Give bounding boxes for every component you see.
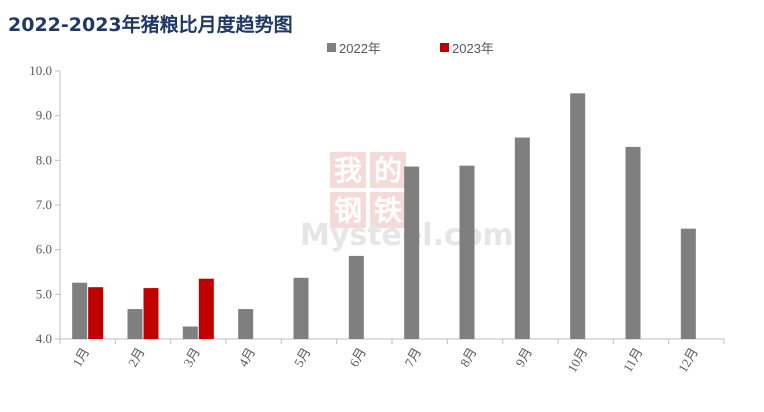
x-tick-label: 1月: [70, 345, 93, 369]
x-tick-label: 4月: [236, 345, 259, 369]
y-tick-label: 10.0: [29, 63, 52, 78]
legend-swatch: [327, 43, 336, 52]
bar-2023: [198, 278, 214, 339]
watermark-logo-char: 钢: [334, 194, 362, 227]
x-tick-label: 2月: [125, 345, 148, 369]
x-tick-label: 8月: [457, 345, 480, 369]
watermark-logo-char: 铁: [374, 194, 402, 227]
bar-2022: [625, 146, 641, 339]
x-tick-label: 10月: [564, 345, 590, 375]
legend-label: 2022年: [339, 41, 381, 56]
y-tick-label: 6.0: [36, 242, 52, 257]
y-tick-label: 5.0: [36, 286, 52, 301]
bar-2022: [72, 282, 88, 339]
watermark-logo-char: 我: [334, 154, 362, 187]
bar-2022: [459, 165, 475, 339]
chart-title: 2022-2023年猪粮比月度趋势图: [8, 14, 293, 36]
bar-2022: [348, 255, 364, 339]
bar-2022: [680, 228, 696, 339]
bar-2022: [570, 93, 586, 339]
x-tick-label: 7月: [402, 345, 425, 369]
watermark: 我的钢铁Mysteel.com: [300, 152, 514, 253]
bar-2022: [238, 309, 254, 339]
bar-2022: [293, 277, 309, 339]
y-tick-label: 7.0: [36, 197, 52, 212]
y-tick-label: 8.0: [36, 152, 52, 167]
bar-2022: [514, 137, 530, 339]
watermark-logo-char: 的: [374, 154, 402, 187]
watermark-logo-block: [370, 192, 406, 228]
x-tick-label: 3月: [180, 345, 203, 369]
y-tick-label: 9.0: [36, 108, 52, 123]
bar-2023: [143, 288, 159, 339]
watermark-logo-block: [330, 152, 366, 188]
legend-swatch: [440, 43, 449, 52]
bar-2022: [127, 309, 143, 339]
legend-label: 2023年: [452, 41, 494, 56]
x-tick-label: 12月: [675, 345, 701, 375]
bar-2023: [88, 287, 104, 339]
bar-2022: [182, 326, 198, 339]
x-tick-label: 11月: [620, 345, 646, 375]
watermark-logo-block: [370, 152, 406, 188]
x-tick-label: 5月: [291, 345, 314, 369]
bar-2022: [404, 166, 420, 339]
watermark-logo-block: [330, 192, 366, 228]
x-tick-label: 6月: [346, 345, 369, 369]
x-tick-label: 9月: [512, 345, 535, 369]
y-tick-label: 4.0: [36, 331, 52, 346]
